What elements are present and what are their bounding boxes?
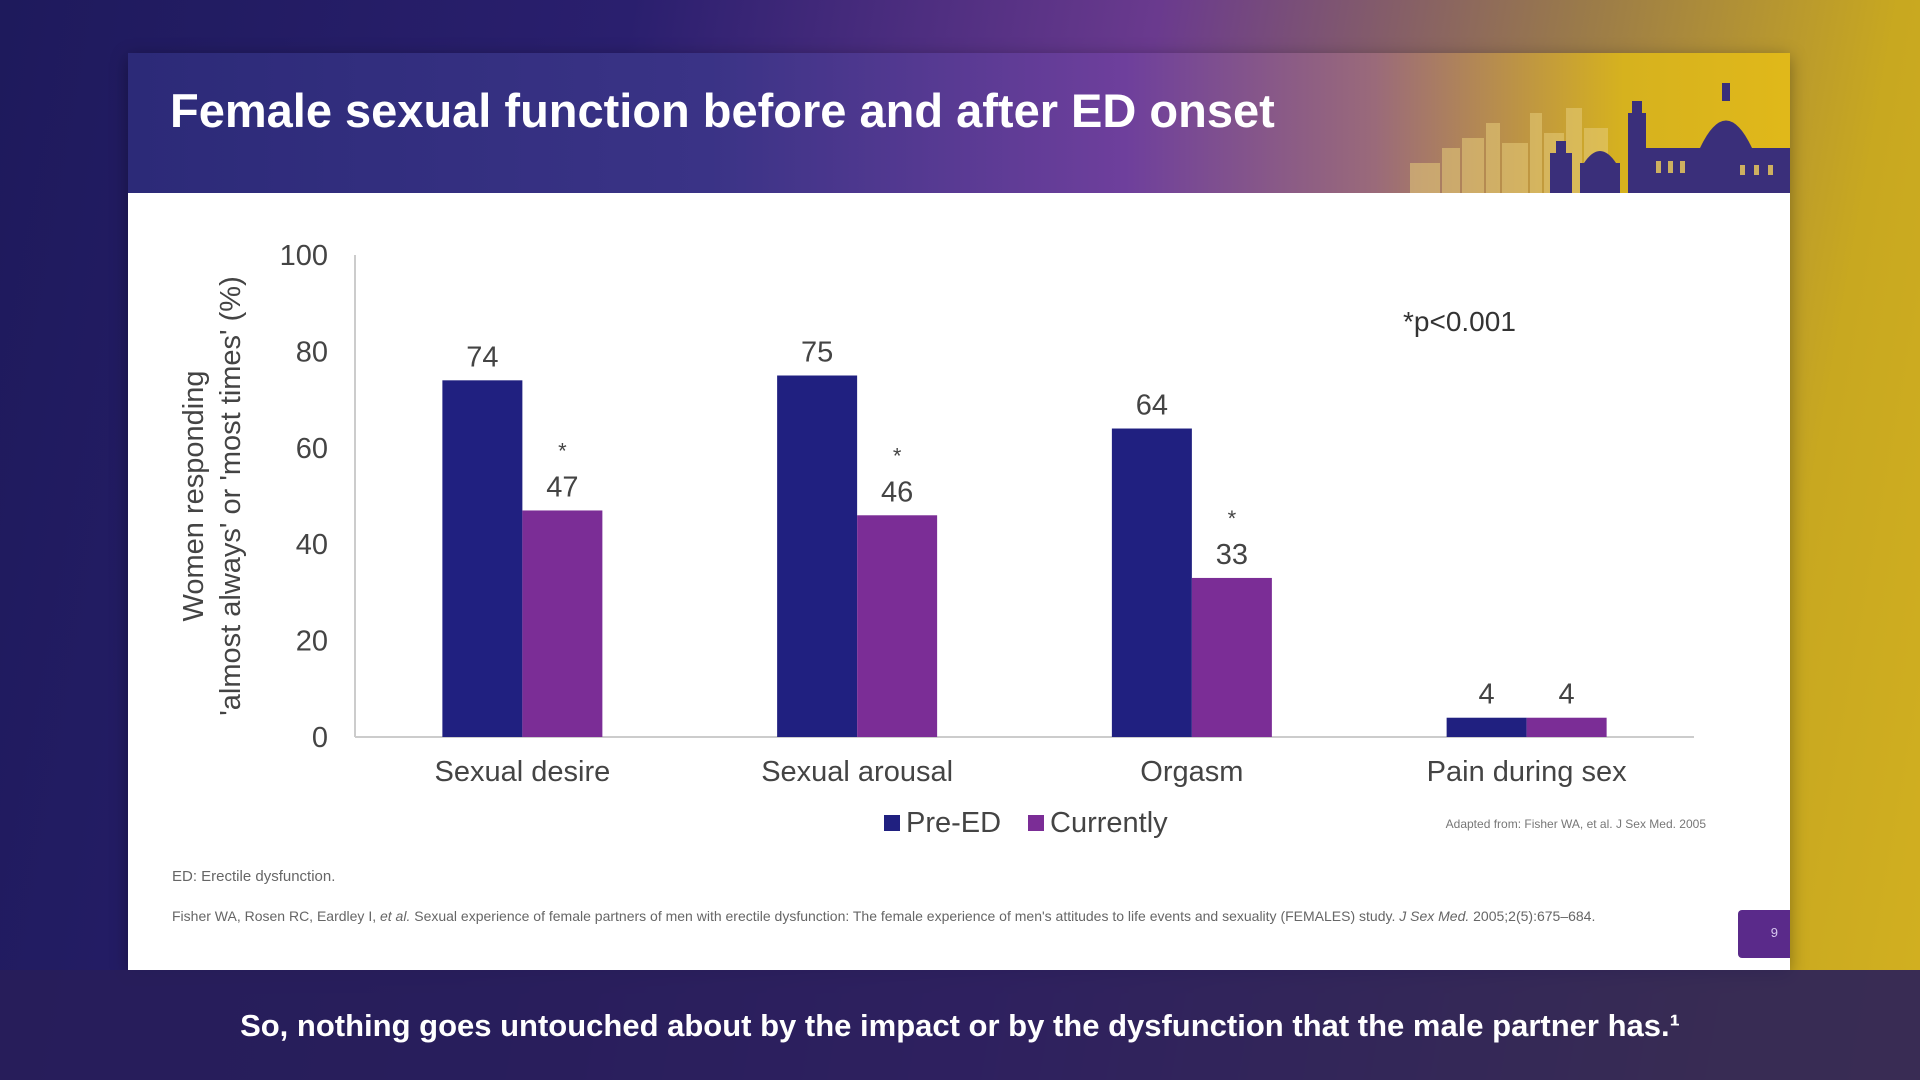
page-number-tab: 9 xyxy=(1738,910,1790,958)
x-tick-label: Pain during sex xyxy=(1427,756,1627,788)
bar-pre-ed xyxy=(442,380,523,737)
y-tick-label: 100 xyxy=(280,240,328,272)
bar-value-label: 74 xyxy=(466,341,498,373)
bar-currently xyxy=(1526,717,1607,737)
y-axis-label-line1: Women responding xyxy=(178,371,210,622)
bar-pre-ed xyxy=(1446,717,1527,737)
x-tick-label: Sexual arousal xyxy=(761,756,953,788)
bar-value-label: 46 xyxy=(881,476,913,508)
significance-mark: * xyxy=(893,443,902,468)
bar-currently xyxy=(857,515,938,737)
x-tick-label: Sexual desire xyxy=(435,756,611,788)
legend-swatch-currently xyxy=(1028,815,1044,831)
reference-journal: J Sex Med. xyxy=(1399,908,1470,924)
reference-etal: et al. xyxy=(379,908,411,924)
bar-value-label: 4 xyxy=(1479,679,1495,711)
bar-value-label: 64 xyxy=(1136,390,1168,422)
x-tick-label: Orgasm xyxy=(1140,756,1243,788)
significance-annotation: *p<0.001 xyxy=(1403,306,1516,337)
chart-source: Adapted from: Fisher WA, et al. J Sex Me… xyxy=(1446,817,1707,831)
significance-mark: * xyxy=(558,438,567,463)
footnote-reference: Fisher WA, Rosen RC, Eardley I, et al. S… xyxy=(172,907,1732,925)
legend: Pre-ED Currently xyxy=(884,807,1168,839)
subtitle-text: So, nothing goes untouched about by the … xyxy=(240,1008,1680,1043)
slide: Female sexual function before and after … xyxy=(128,53,1790,970)
bar-pre-ed xyxy=(777,375,858,737)
bar-chart: 0 20 40 60 80 100 74 47 75 46 64 33 4 4 * * * Sexual d… xyxy=(178,240,1707,839)
bar-value-label: 75 xyxy=(801,337,833,369)
reference-title: Sexual experience of female partners of … xyxy=(410,908,1400,924)
y-tick-label: 80 xyxy=(296,336,328,368)
bar-currently xyxy=(1191,577,1272,737)
legend-label-pre-ed: Pre-ED xyxy=(906,807,1001,839)
reference-details: 2005;2(5):675–684. xyxy=(1469,908,1596,924)
footnote-abbreviation: ED: Erectile dysfunction. xyxy=(172,868,336,885)
bar-value-label: 33 xyxy=(1216,539,1248,571)
significance-mark: * xyxy=(1228,506,1237,531)
page-number: 9 xyxy=(1770,925,1778,940)
bar-currently xyxy=(522,510,603,737)
bar-value-label: 47 xyxy=(546,471,578,503)
y-axis-label-line2: 'almost always' or 'most times' (%) xyxy=(215,276,247,716)
legend-swatch-pre-ed xyxy=(884,815,900,831)
slide-header: Female sexual function before and after … xyxy=(128,53,1790,193)
reference-authors: Fisher WA, Rosen RC, Eardley I, xyxy=(172,908,380,924)
slide-title: Female sexual function before and after … xyxy=(170,84,1275,137)
subtitle-bar: So, nothing goes untouched about by the … xyxy=(0,970,1920,1080)
city-skyline-icon xyxy=(1410,83,1790,193)
legend-label-currently: Currently xyxy=(1050,807,1168,839)
bar-value-label: 4 xyxy=(1559,679,1575,711)
bar-pre-ed xyxy=(1111,428,1192,737)
y-tick-label: 60 xyxy=(296,433,328,465)
y-tick-label: 40 xyxy=(296,529,328,561)
y-tick-label: 0 xyxy=(312,722,328,754)
y-tick-label: 20 xyxy=(296,626,328,658)
